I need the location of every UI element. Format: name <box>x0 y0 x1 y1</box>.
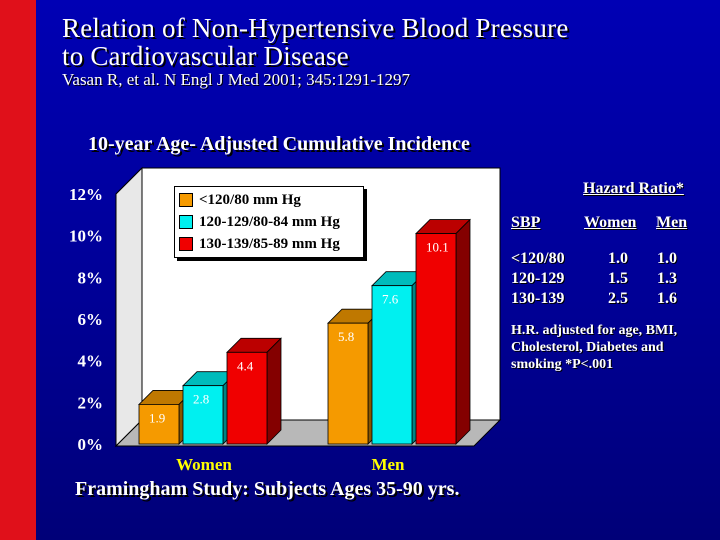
bar-front-face <box>138 404 180 445</box>
bar-value-label: 1.9 <box>149 410 165 425</box>
legend-swatch-cyan <box>179 215 193 229</box>
hazard-note: H.R. adjusted for age, BMI, Cholesterol,… <box>511 323 678 372</box>
bar-front-face <box>371 285 413 445</box>
chart-subtitle: 10-year Age- Adjusted Cumulative Inciden… <box>88 133 470 155</box>
bar-value-label: 7.6 <box>382 292 399 307</box>
legend-label: <120/80 mm Hg <box>199 191 301 208</box>
hazard-col-women: Women <box>584 214 637 231</box>
legend-swatch-orange <box>179 193 193 207</box>
y-tick-label: 4% <box>78 352 104 371</box>
legend-swatch-red <box>179 237 193 251</box>
hazard-row-women: 1.5 <box>608 270 628 287</box>
chart-legend: <120/80 mm Hg 120-129/80-84 mm Hg 130-13… <box>174 186 364 258</box>
hazard-col-men: Men <box>656 214 688 231</box>
bar: 4.4 <box>226 337 282 445</box>
slide-title: Relation of Non-Hypertensive Blood Press… <box>62 14 569 70</box>
chart-side-wall <box>115 166 143 448</box>
hazard-ratio-title: Hazard Ratio* <box>583 180 684 197</box>
hazard-row-women: 1.0 <box>608 250 628 267</box>
hazard-row-men: 1.0 <box>657 250 677 267</box>
legend-item: 130-139/85-89 mm Hg <box>179 234 340 254</box>
y-tick-label: 0% <box>78 435 104 454</box>
bar-value-label: 5.8 <box>338 329 354 344</box>
legend-label: 120-129/80-84 mm Hg <box>199 213 340 230</box>
title-line-1: Relation of Non-Hypertensive Blood Press… <box>62 13 569 43</box>
hazard-col-sbp: SBP <box>511 214 541 231</box>
y-tick-label: 6% <box>78 310 104 329</box>
left-accent-bar <box>0 0 36 540</box>
hazard-row-sbp: 130-139 <box>511 290 565 307</box>
title-line-2: to Cardiovascular Disease <box>62 41 349 71</box>
bar-side-face <box>455 218 471 445</box>
bar-front-face <box>327 322 369 445</box>
footer-caption: Framingham Study: Subjects Ages 35-90 yr… <box>75 478 460 500</box>
hazard-row-sbp: <120/80 <box>511 250 565 267</box>
hazard-row-women: 2.5 <box>608 290 628 307</box>
category-label: Women <box>176 455 232 474</box>
bar-value-label: 2.8 <box>193 392 209 407</box>
bar-front-face <box>182 385 224 445</box>
bar-front-face <box>226 351 268 445</box>
bar-front-face <box>415 233 457 445</box>
hazard-row-men: 1.3 <box>657 270 677 287</box>
citation: Vasan R, et al. N Engl J Med 2001; 345:1… <box>62 70 410 89</box>
y-tick-label: 12% <box>69 185 103 204</box>
y-tick-label: 2% <box>78 393 104 412</box>
bar-side-face <box>266 337 282 445</box>
bar-value-label: 4.4 <box>237 358 254 373</box>
bar-value-label: 10.1 <box>426 240 449 255</box>
bar: 10.1 <box>415 218 471 445</box>
hazard-row-sbp: 120-129 <box>511 270 565 287</box>
legend-label: 130-139/85-89 mm Hg <box>199 235 340 252</box>
category-label: Men <box>371 455 405 474</box>
y-tick-label: 10% <box>69 227 103 246</box>
hazard-row-men: 1.6 <box>657 290 677 307</box>
y-tick-label: 8% <box>78 268 104 287</box>
legend-item: <120/80 mm Hg <box>179 190 301 210</box>
legend-item: 120-129/80-84 mm Hg <box>179 212 340 232</box>
